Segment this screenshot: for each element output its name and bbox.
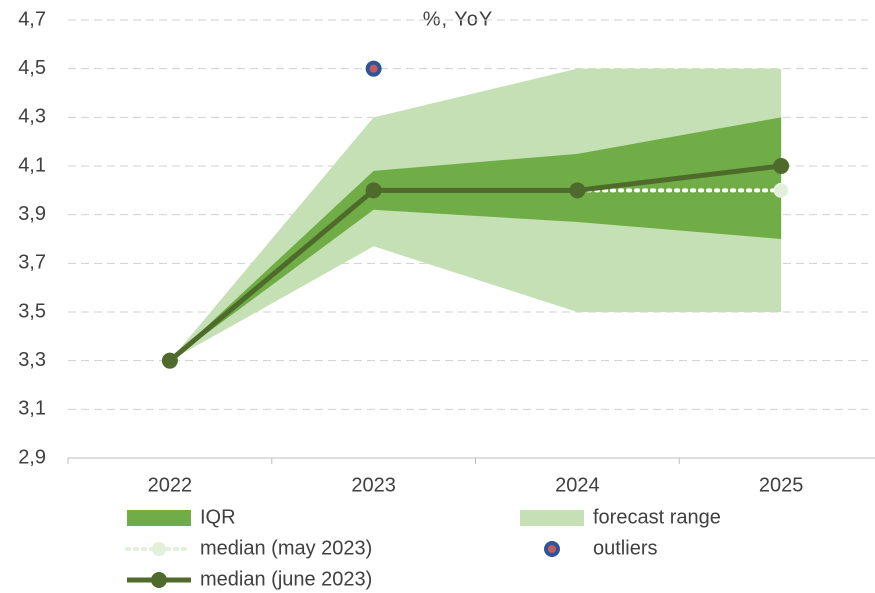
y-tick-label: 3,9 <box>18 203 46 225</box>
legend-swatch <box>151 572 167 588</box>
legend-label: median (may 2023) <box>200 537 372 559</box>
median-marker <box>365 182 382 199</box>
y-tick-label: 4,7 <box>18 8 46 30</box>
chart-title: %, YoY <box>423 8 494 30</box>
median-marker <box>569 182 586 199</box>
x-tick-label: 2023 <box>351 474 396 496</box>
median-marker <box>773 182 789 198</box>
y-tick-label: 3,1 <box>18 398 46 420</box>
x-tick-label: 2025 <box>759 474 804 496</box>
legend-swatch <box>544 541 560 557</box>
median-marker <box>773 158 790 174</box>
y-tick-label: 3,7 <box>18 252 46 274</box>
x-tick-label: 2024 <box>555 474 600 496</box>
legend-swatch <box>152 542 166 556</box>
legend-label: median (june 2023) <box>200 568 372 590</box>
outlier-point <box>365 60 382 77</box>
y-tick-label: 4,3 <box>18 106 46 128</box>
range-band <box>169 117 782 361</box>
y-tick-label: 4,1 <box>18 154 46 176</box>
y-tick-label: 3,5 <box>18 300 46 322</box>
y-tick-label: 2,9 <box>18 446 46 468</box>
legend-swatch <box>127 510 191 526</box>
legend-label: forecast range <box>593 506 721 528</box>
legend-swatch <box>520 510 584 526</box>
x-tick-label: 2022 <box>148 474 193 496</box>
y-tick-label: 4,5 <box>18 57 46 79</box>
y-tick-label: 3,3 <box>18 349 46 371</box>
legend-label: IQR <box>200 506 236 528</box>
median-line <box>168 163 782 363</box>
median-marker <box>161 352 178 369</box>
legend-label: outliers <box>593 537 657 559</box>
